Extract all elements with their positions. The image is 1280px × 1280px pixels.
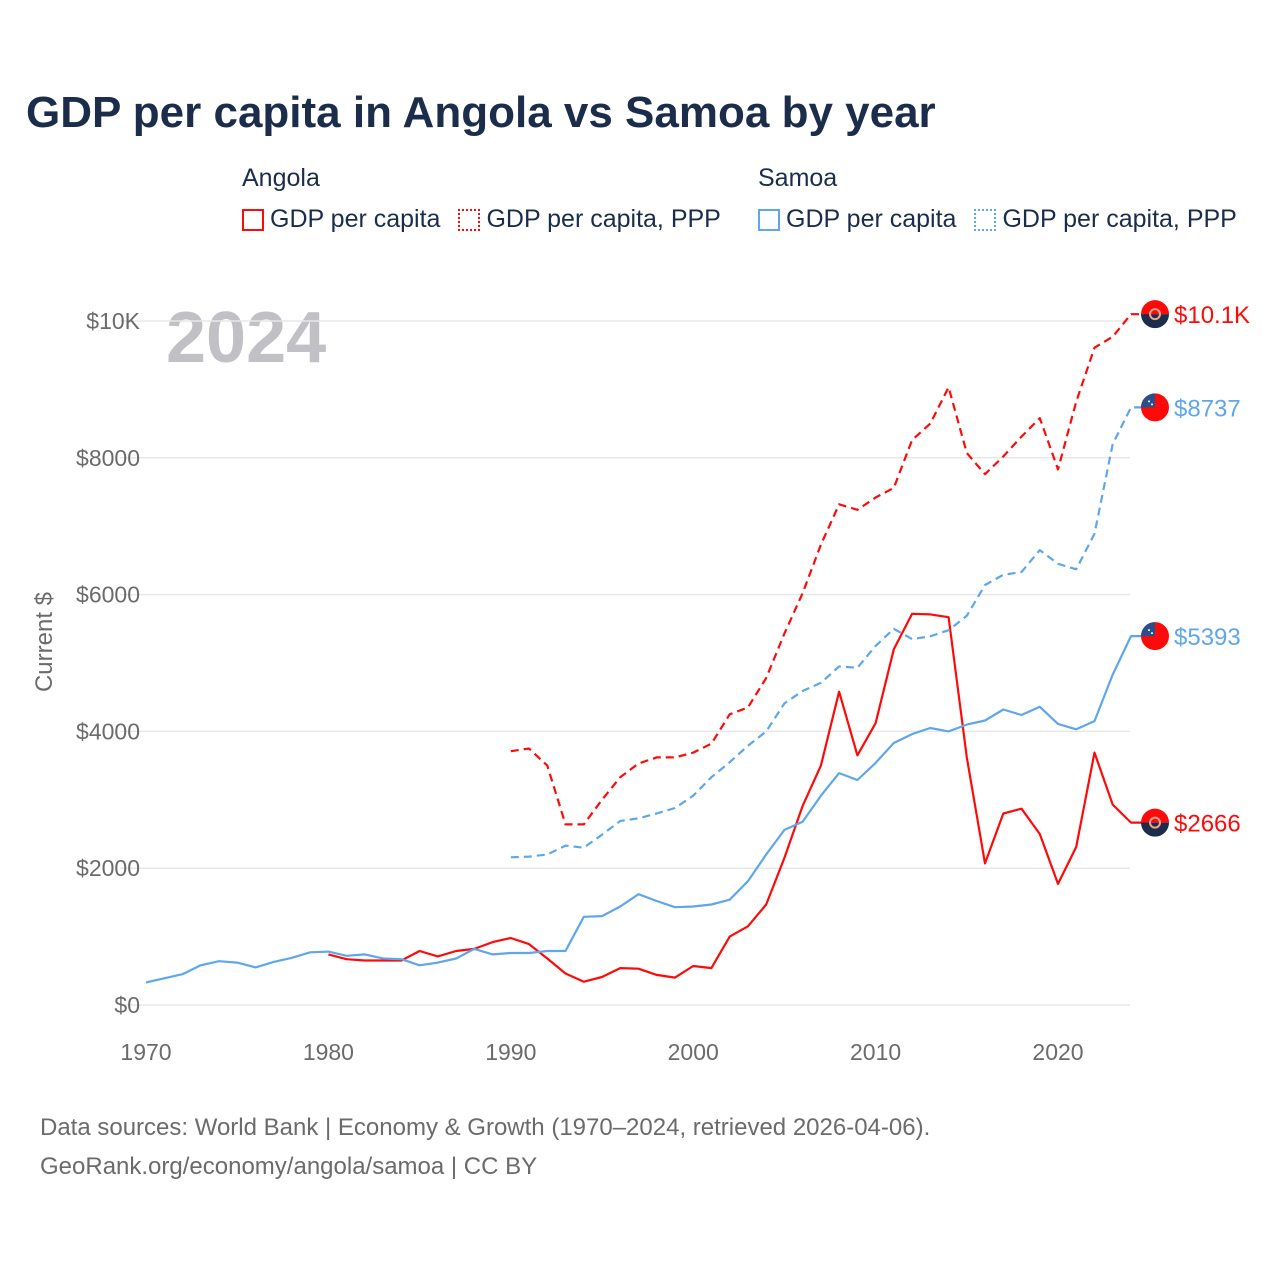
y-tick-label: $10K: [86, 308, 140, 334]
series-line-samoa-gdp-per-capita-ppp: [510, 406, 1150, 859]
legend-swatch-dotted: [974, 208, 997, 231]
legend-item-angola-ppp[interactable]: GDP per capita, PPP: [458, 205, 721, 234]
x-tick-label: 2010: [850, 1039, 901, 1065]
footer-link[interactable]: GeoRank.org/economy/angola/samoa | CC BY: [40, 1153, 538, 1180]
x-tick-label: 2020: [1032, 1039, 1083, 1065]
y-axis-label: Current $: [31, 592, 58, 692]
legend-item-samoa-gdp[interactable]: GDP per capita: [758, 205, 956, 234]
legend-samoa: GDP per capita GDP per capita, PPP: [758, 205, 1237, 234]
angola-flag-icon: [1141, 808, 1169, 837]
legend-swatch-dotted: [458, 208, 481, 231]
legend-label: GDP per capita: [786, 205, 957, 233]
legend-label: GDP per capita: [270, 205, 441, 233]
y-tick-label: $6000: [76, 582, 140, 608]
chart-title: GDP per capita in Angola vs Samoa by yea…: [26, 88, 936, 137]
y-tick-label: $8000: [76, 445, 140, 471]
y-tick-label: $2000: [76, 855, 140, 881]
legend-item-samoa-ppp[interactable]: GDP per capita, PPP: [974, 205, 1237, 234]
legend-angola: GDP per capita GDP per capita, PPP: [242, 205, 721, 234]
x-tick-label: 1970: [120, 1039, 171, 1065]
legend-label: GDP per capita, PPP: [1002, 205, 1237, 233]
x-tick-label: 2000: [668, 1039, 719, 1065]
year-watermark: 2024: [166, 298, 326, 378]
legend-swatch-solid: [242, 208, 264, 231]
end-value-label: $5393: [1174, 624, 1241, 651]
legend-swatch-solid: [758, 208, 780, 231]
y-tick-label: $4000: [76, 718, 140, 744]
legend-group-angola: Angola: [242, 164, 320, 192]
series-line-angola-gdp-per-capita: [328, 612, 1150, 983]
legend-item-angola-gdp[interactable]: GDP per capita: [242, 205, 440, 234]
footer-sources: Data sources: World Bank | Economy & Gro…: [40, 1114, 931, 1141]
x-tick-label: 1980: [303, 1039, 354, 1065]
angola-flag-icon: [1141, 300, 1169, 329]
legend-group-samoa: Samoa: [758, 164, 838, 192]
x-tick-label: 1990: [485, 1039, 536, 1065]
footer: Data sources: World Bank | Economy & Gro…: [40, 1108, 930, 1186]
legend-label: GDP per capita, PPP: [486, 205, 721, 233]
end-value-label: $2666: [1174, 811, 1241, 838]
series-line-angola-gdp-per-capita-ppp: [510, 313, 1150, 826]
end-value-label: $10.1K: [1174, 302, 1250, 329]
samoa-flag-icon: [1141, 622, 1169, 651]
end-value-label: $8737: [1174, 395, 1241, 422]
series-line-samoa-gdp-per-capita: [145, 634, 1150, 984]
y-tick-label: $0: [114, 992, 140, 1018]
samoa-flag-icon: [1141, 393, 1169, 422]
